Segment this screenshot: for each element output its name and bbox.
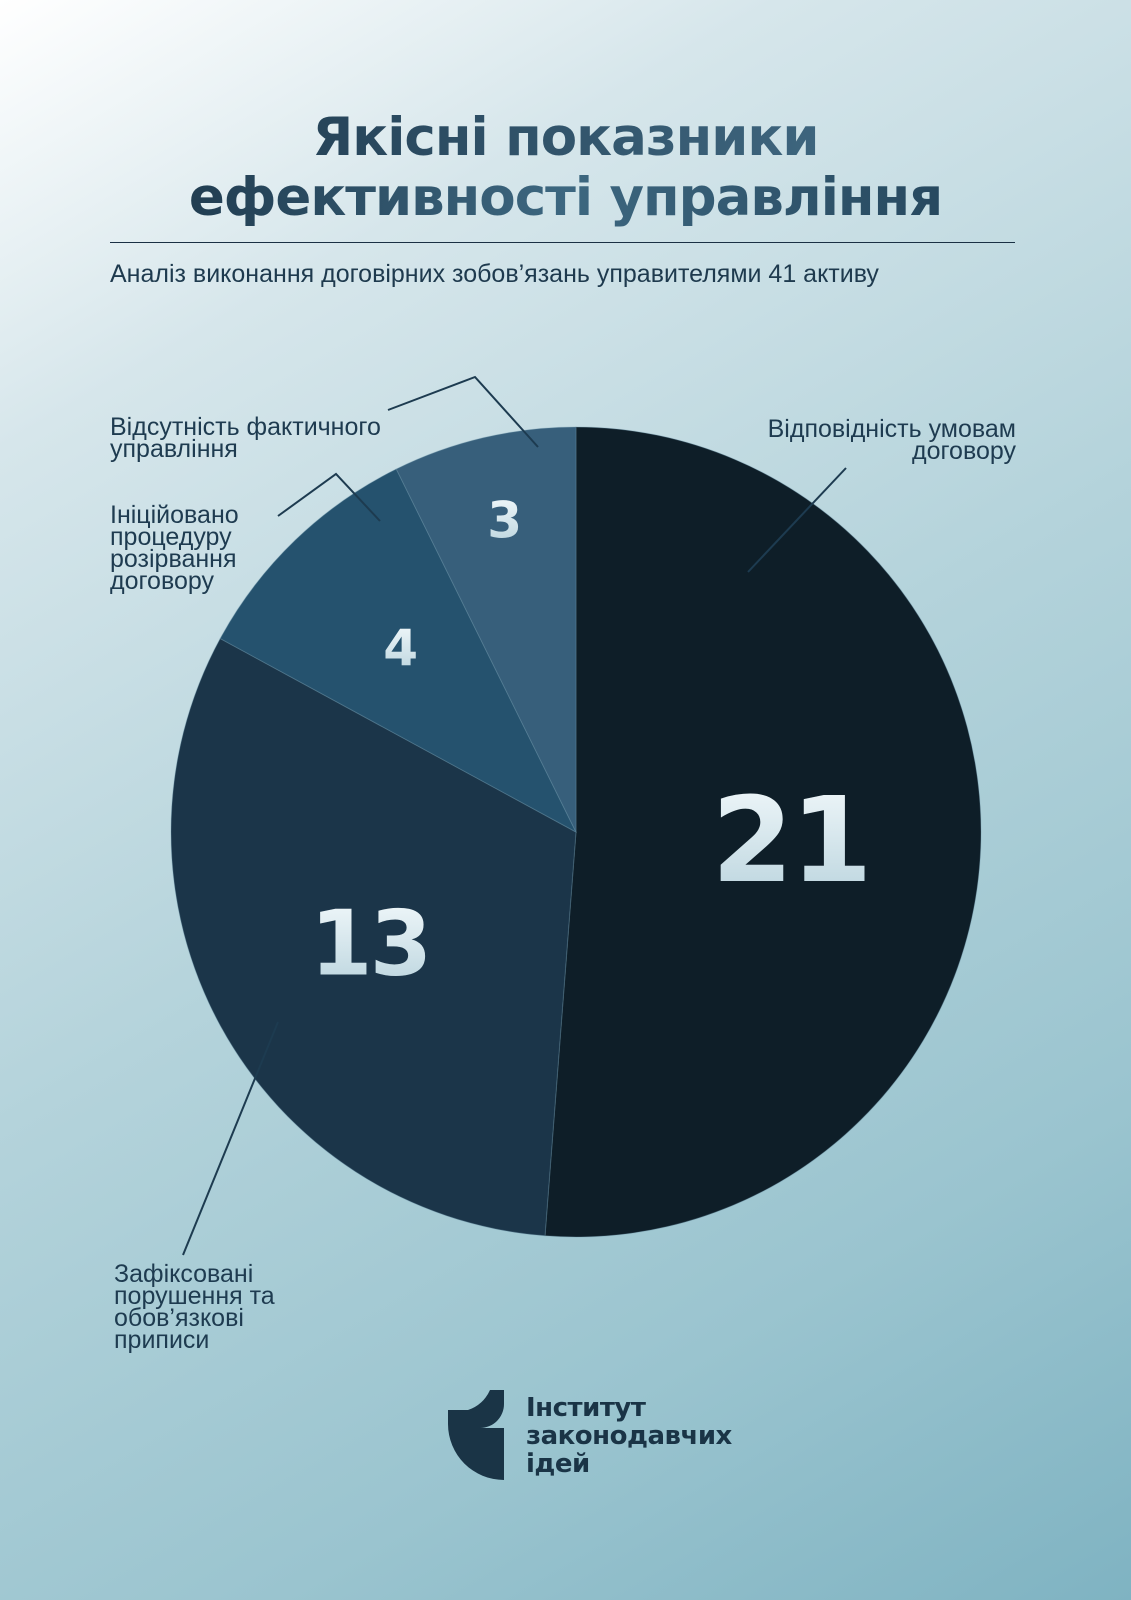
slice-label-0: Відповідність умовам договору [767, 415, 1016, 465]
slice-value-1: 13 [310, 892, 429, 997]
pie-slice-2 [219, 468, 578, 834]
pie-slice-0 [544, 426, 982, 1238]
subtitle: Аналіз виконання договірних зобов’язань … [110, 260, 879, 288]
slice-label-3: Відсутність фактичного управління [110, 413, 381, 463]
title-line-1: Якісні показники [0, 108, 1131, 168]
leader-line-slice-1 [182, 1021, 279, 1256]
page-title: Якісні показники ефективності управління [0, 108, 1131, 228]
pie-slice-1 [170, 637, 577, 1237]
pie-slice-3 [395, 426, 577, 833]
slice-label-2: Ініційовано процедуру розірвання договор… [110, 501, 239, 595]
slice-value-3: 3 [487, 492, 519, 550]
leader-line-slice-3 [387, 375, 539, 448]
leader-line-slice-2 [277, 472, 381, 522]
slice-label-1: Зафіксовані порушення та обов’язкові при… [114, 1260, 275, 1354]
logo-mark-icon [448, 1390, 504, 1480]
title-divider [110, 242, 1015, 243]
logo-text: Інститут законодавчих ідей [526, 1393, 732, 1479]
slice-value-0: 21 [711, 771, 869, 909]
slice-value-2: 4 [383, 619, 416, 677]
title-line-2: ефективності управління [0, 168, 1131, 228]
leader-line-slice-0 [747, 467, 847, 573]
